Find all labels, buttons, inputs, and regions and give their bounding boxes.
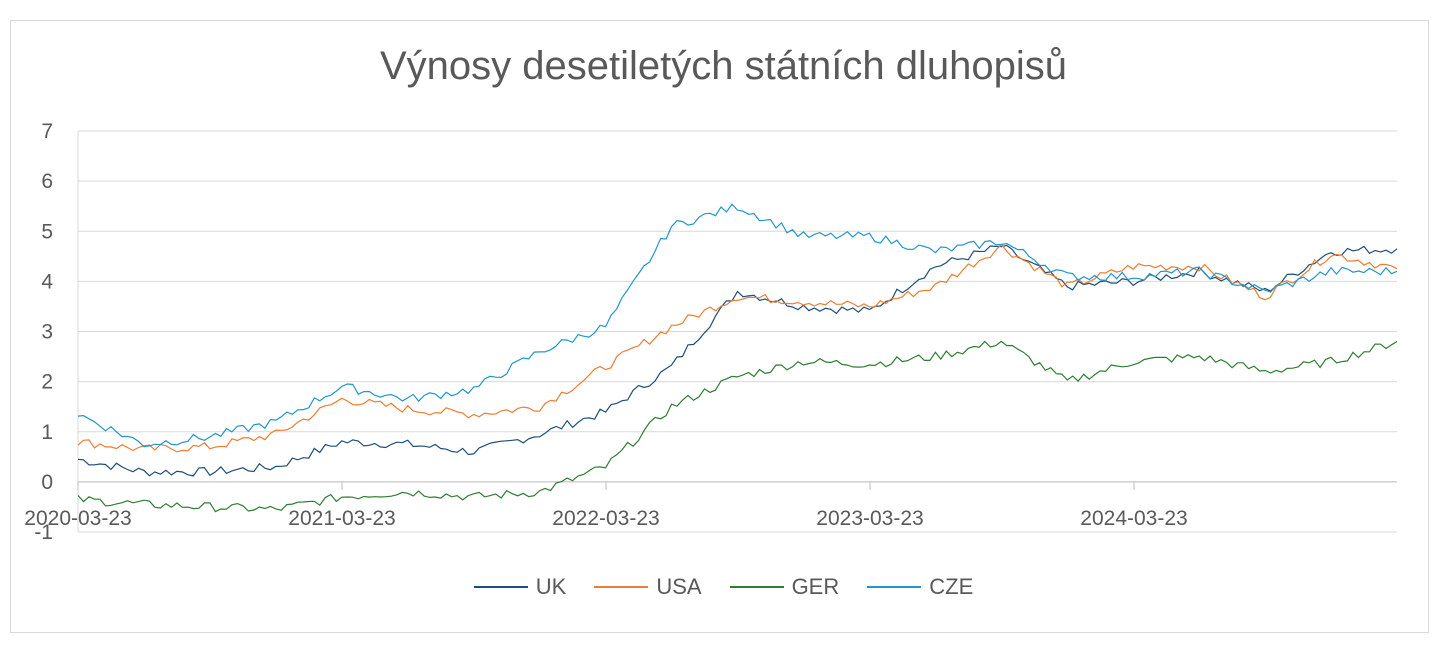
y-tick-label: 3 — [41, 321, 53, 344]
legend-swatch — [867, 586, 922, 588]
legend-swatch — [594, 586, 649, 588]
legend-swatch — [729, 586, 784, 588]
y-tick-label: 4 — [41, 270, 53, 293]
series-line-uk — [77, 244, 1398, 477]
y-tick-label: 0 — [41, 471, 53, 494]
chart-frame — [10, 20, 1429, 633]
legend-label: USA — [656, 574, 702, 599]
x-tick-label: 2021-03-23 — [288, 507, 395, 530]
legend-label: CZE — [929, 574, 974, 599]
y-tick-label: 5 — [41, 220, 53, 243]
legend-label: GER — [791, 574, 840, 599]
legend-swatch — [473, 586, 528, 588]
series-line-cze — [77, 203, 1398, 448]
series-line-ger — [77, 340, 1398, 513]
x-tick-label: 2024-03-23 — [1080, 507, 1187, 530]
y-tick-label: 2 — [41, 371, 53, 394]
series-line-usa — [77, 243, 1398, 453]
y-tick-label: 6 — [41, 170, 53, 193]
legend-item-ger: GER — [729, 574, 840, 600]
x-tick-label: 2022-03-23 — [552, 507, 659, 530]
legend: UK USA GER CZE — [0, 574, 1447, 600]
x-tick-label: 2023-03-23 — [816, 507, 923, 530]
y-tick-label: 1 — [41, 421, 53, 444]
legend-item-cze: CZE — [867, 574, 973, 600]
y-tick-label: 7 — [41, 120, 53, 143]
x-tick-label: 2020-03-23 — [24, 507, 131, 530]
legend-label: UK — [535, 574, 567, 599]
chart-title: Výnosy desetiletých státních dluhopisů — [379, 44, 1068, 88]
legend-item-uk: UK — [473, 574, 567, 600]
legend-item-usa: USA — [594, 574, 702, 600]
y-tick-label: -1 — [34, 521, 53, 544]
